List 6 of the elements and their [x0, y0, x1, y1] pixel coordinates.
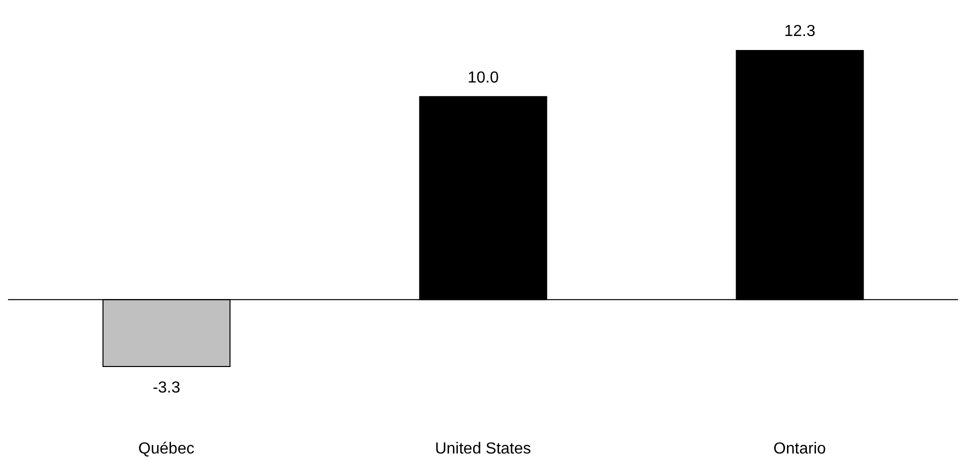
data-label: 12.3: [784, 23, 816, 40]
x-tick-label: Québec: [138, 440, 194, 458]
x-tick-label: United States: [434, 440, 532, 458]
data-label: -3.3: [152, 380, 180, 397]
x-tick-label: Ontario: [773, 440, 826, 458]
data-label: 10.0: [468, 70, 499, 87]
